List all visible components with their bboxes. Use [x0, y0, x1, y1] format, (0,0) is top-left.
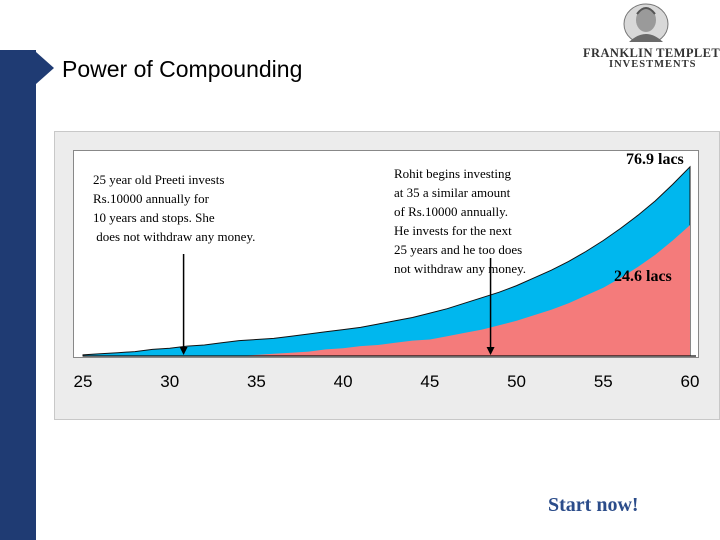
logo-text-line2: INVESTMENTS	[609, 59, 697, 70]
x-tick-label: 45	[420, 372, 440, 391]
franklin-templeton-logo: FRANKLIN TEMPLETON INVESTMENTS	[575, 0, 720, 80]
slide-title: Power of Compounding	[62, 56, 303, 82]
title-arrow-icon	[36, 52, 54, 84]
logo-text-line1: FRANKLIN TEMPLETON	[583, 46, 720, 60]
label-76-9-lacs: 76.9 lacs	[626, 151, 684, 168]
x-tick-label: 60	[680, 372, 700, 391]
x-tick-label: 40	[333, 372, 353, 391]
x-tick-label: 55	[593, 372, 613, 391]
sidebar-top-gap	[0, 0, 36, 50]
franklin-portrait-icon	[623, 3, 669, 42]
preeti-area	[83, 225, 690, 356]
pointer-arrow-head-icon	[179, 347, 188, 355]
x-tick-label: 50	[507, 372, 527, 391]
x-tick-label: 25	[73, 372, 93, 391]
label-24-6-lacs: 24.6 lacs	[614, 268, 672, 285]
rohit-annotation: Rohit begins investing at 35 a similar a…	[394, 166, 527, 276]
x-tick-label: 30	[160, 372, 180, 391]
preeti-annotation: 25 year old Preeti invests Rs.10000 annu…	[93, 172, 256, 244]
rohit-area	[82, 165, 691, 357]
sidebar-band	[0, 0, 36, 540]
x-tick-label: 35	[246, 372, 266, 391]
pointer-arrow-head-icon	[486, 347, 495, 355]
start-now-text: Start now!	[548, 494, 639, 516]
